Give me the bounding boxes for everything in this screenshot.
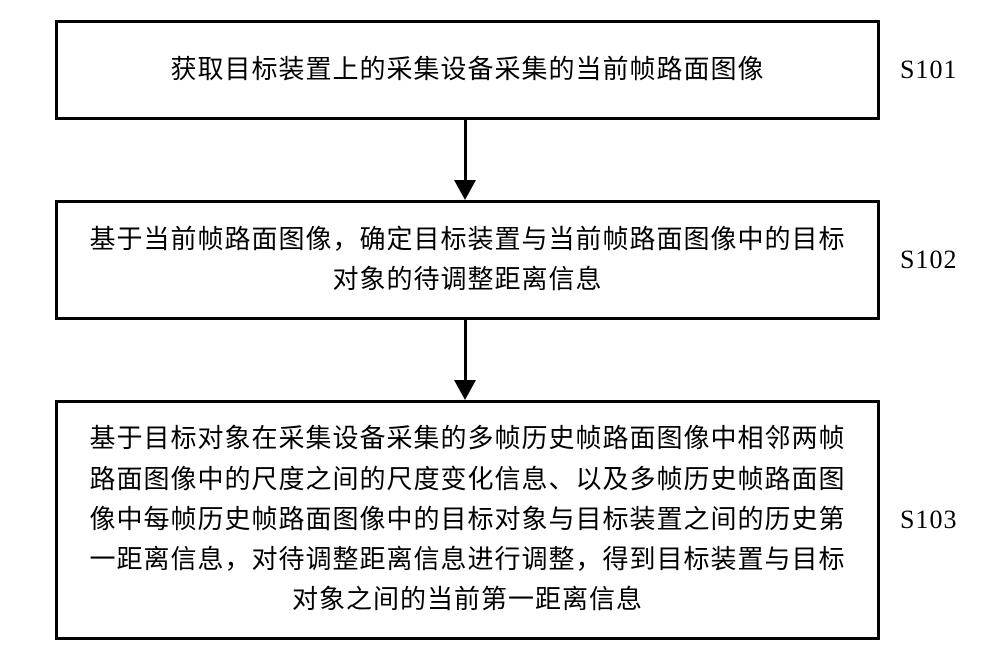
- arrow-head-icon: [454, 180, 476, 200]
- step-text: 基于当前帧路面图像，确定目标装置与当前帧路面图像中的目标对象的待调整距离信息: [88, 220, 847, 301]
- step-box-s102: 基于当前帧路面图像，确定目标装置与当前帧路面图像中的目标对象的待调整距离信息: [55, 200, 880, 320]
- step-label-s103: S103: [900, 505, 957, 535]
- step-label-s102: S102: [900, 245, 957, 275]
- arrow-line: [464, 320, 467, 382]
- step-label-s101: S101: [900, 55, 957, 85]
- arrow-line: [464, 120, 467, 182]
- flowchart-canvas: 获取目标装置上的采集设备采集的当前帧路面图像 S101 基于当前帧路面图像，确定目标…: [0, 0, 1000, 672]
- step-text: 获取目标装置上的采集设备采集的当前帧路面图像: [170, 50, 764, 90]
- step-text: 基于目标对象在采集设备采集的多帧历史帧路面图像中相邻两帧路面图像中的尺度之间的尺…: [88, 419, 847, 620]
- arrow-head-icon: [454, 380, 476, 400]
- step-box-s101: 获取目标装置上的采集设备采集的当前帧路面图像: [55, 20, 880, 120]
- step-box-s103: 基于目标对象在采集设备采集的多帧历史帧路面图像中相邻两帧路面图像中的尺度之间的尺…: [55, 400, 880, 640]
